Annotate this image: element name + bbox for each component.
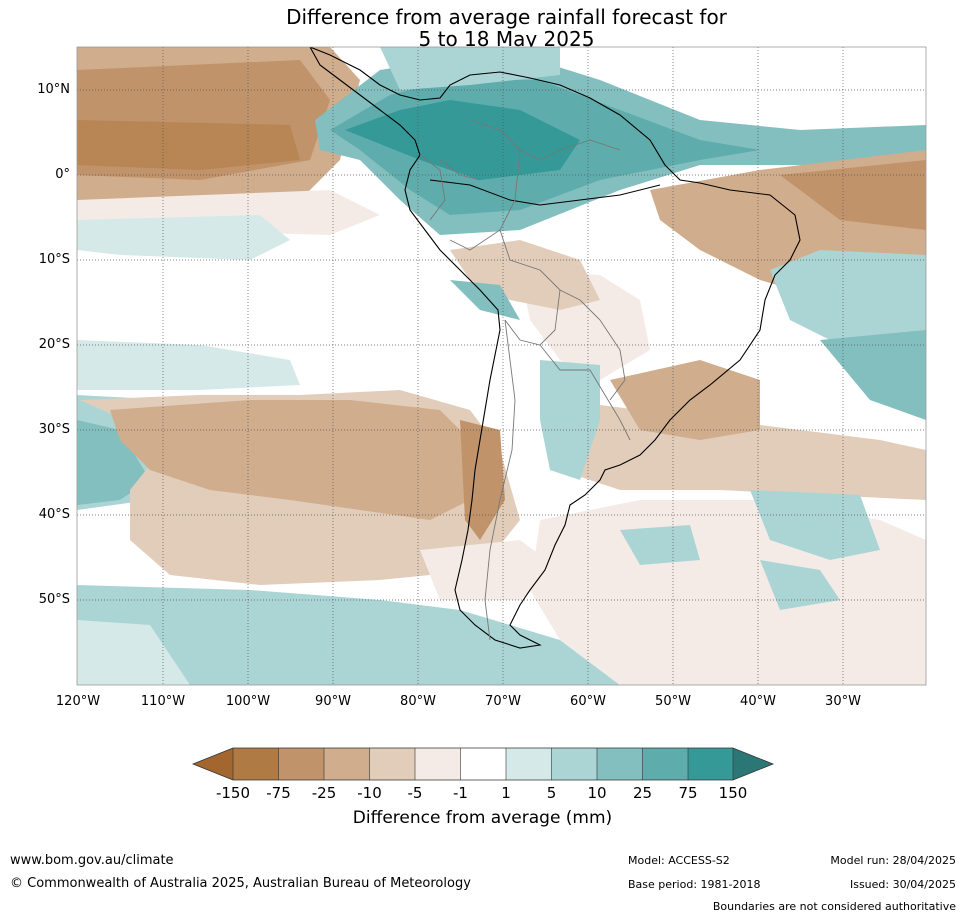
colorbar-swatch-4 (369, 748, 415, 780)
lon-label-50w: 50°W (655, 694, 691, 709)
lon-label-40w: 40°W (740, 694, 776, 709)
colorbar-swatch-9 (597, 748, 643, 780)
colorbar-swatch-0 (193, 748, 233, 780)
lat-label-40s: 40°S (38, 507, 70, 522)
colorbar-swatch-7 (506, 748, 552, 780)
lat-label-20s: 20°S (38, 337, 70, 352)
footer-base-period: Base period: 1981-2018 (628, 878, 761, 891)
anomaly-shading (77, 47, 926, 685)
country-boundaries (419, 119, 631, 641)
colorbar-swatch-1 (233, 748, 279, 780)
colorbar-label: Difference from average (mm) (352, 808, 613, 828)
colorbar-swatch-10 (642, 748, 688, 780)
map-frame (76, 46, 927, 686)
colorbar-tick-3: -10 (357, 784, 382, 802)
map-title-line1: Difference from average rainfall forecas… (286, 5, 727, 29)
footer-model-run: Model run: 28/04/2025 (830, 854, 956, 867)
lat-label-0: 0° (55, 167, 70, 182)
colorbar-tick-9: 25 (632, 784, 653, 802)
lon-label-60w: 60°W (570, 694, 606, 709)
colorbar-tick-2: -25 (311, 784, 337, 802)
lat-label-50s: 50°S (38, 592, 70, 607)
coastline (309, 47, 801, 649)
lon-label-30w: 30°W (825, 694, 861, 709)
lon-label-70w: 70°W (485, 694, 521, 709)
colorbar-tick-7: 5 (546, 784, 557, 802)
colorbar-swatch-12 (733, 748, 773, 780)
lon-label-90w: 90°W (315, 694, 351, 709)
footer-url: www.bom.gov.au/climate (10, 853, 174, 868)
map-title-line2: 5 to 18 May 2025 (418, 27, 595, 51)
colorbar-swatch-2 (278, 748, 324, 780)
colorbar-tick-1: -75 (266, 784, 291, 802)
footer-copyright: © Commonwealth of Australia 2025, Austra… (10, 876, 471, 891)
colorbar-swatch-11 (688, 748, 733, 780)
colorbar-tick-5: -1 (453, 784, 468, 802)
colorbar-swatch-5 (415, 748, 461, 780)
colorbar (191, 747, 775, 781)
colorbar-tick-6: 1 (501, 784, 511, 802)
colorbar-dividers (232, 748, 734, 780)
colorbar-tick-4: -5 (407, 784, 423, 802)
graticule (77, 47, 926, 685)
colorbar-tick-8: 10 (587, 784, 607, 802)
colorbar-tick-0: -150 (215, 784, 251, 802)
lat-label-10s: 10°S (38, 252, 70, 267)
lon-label-110w: 110°W (140, 694, 186, 709)
footer-model: Model: ACCESS-S2 (628, 854, 730, 867)
footer-issued: Issued: 30/04/2025 (849, 878, 956, 891)
footer-disclaimer: Boundaries are not considered authoritat… (712, 900, 956, 913)
lat-label-30s: 30°S (38, 422, 70, 437)
colorbar-swatch-8 (551, 748, 597, 780)
lon-label-100w: 100°W (225, 694, 271, 709)
colorbar-swatch-3 (324, 748, 370, 780)
colorbar-tick-10: 75 (678, 784, 698, 802)
amazon-river (429, 179, 661, 206)
colorbar-swatch-6 (460, 748, 506, 780)
lon-label-120w: 120°W (55, 694, 101, 709)
colorbar-tick-11: 150 (718, 784, 748, 802)
lon-label-80w: 80°W (400, 694, 436, 709)
lat-label-10n: 10°N (37, 82, 70, 97)
rainfall-anomaly-map (76, 46, 927, 686)
